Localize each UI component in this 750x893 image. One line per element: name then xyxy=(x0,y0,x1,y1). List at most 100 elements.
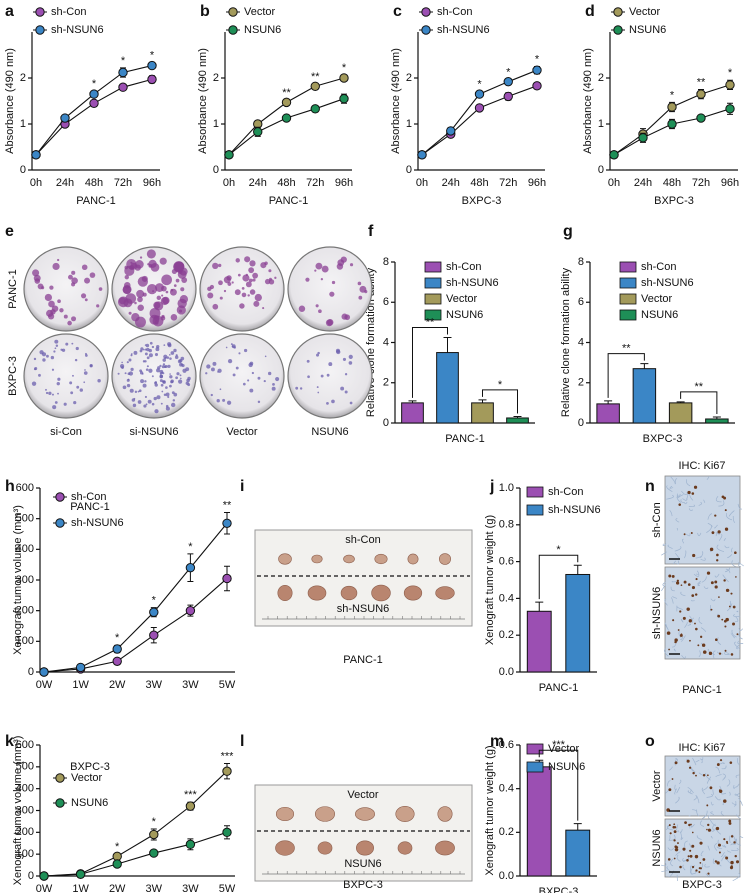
colony xyxy=(159,364,162,368)
significance-label: ** xyxy=(426,316,435,328)
colony xyxy=(131,398,136,402)
photo-label: sh-Con xyxy=(345,534,380,546)
colony xyxy=(74,358,78,362)
x-tick-label: 96h xyxy=(335,177,353,189)
colony xyxy=(128,371,134,376)
tissue-fiber xyxy=(703,499,706,503)
tissue-fiber xyxy=(700,627,707,633)
colony xyxy=(206,364,211,369)
data-point xyxy=(417,150,427,160)
tissue-fiber xyxy=(736,814,742,820)
significance-label: * xyxy=(150,49,155,61)
tissue-fiber xyxy=(716,544,725,552)
colony xyxy=(159,257,167,265)
tissue-fiber xyxy=(661,870,668,872)
x-tick-label: 24h xyxy=(634,177,652,189)
stained-nucleus xyxy=(673,823,676,826)
data-point xyxy=(503,76,513,87)
colony xyxy=(316,353,320,357)
tissue-fiber xyxy=(695,759,700,763)
tissue-fiber xyxy=(680,591,686,597)
y-tick-label: 1 xyxy=(598,118,604,130)
colony xyxy=(314,269,317,272)
colony xyxy=(117,372,120,375)
series-line xyxy=(228,98,345,156)
legend-label: Vector xyxy=(244,6,276,18)
stained-nucleus xyxy=(686,859,689,862)
colony xyxy=(251,371,254,375)
colony xyxy=(57,299,61,304)
data-point xyxy=(75,662,86,673)
colony xyxy=(163,393,167,397)
colony xyxy=(232,373,236,377)
colony xyxy=(349,401,353,405)
stained-nucleus xyxy=(717,843,721,847)
colony xyxy=(227,282,232,286)
stained-nucleus xyxy=(725,588,730,593)
tissue-fiber xyxy=(675,517,680,523)
tissue-fiber xyxy=(710,811,715,815)
tissue-fiber xyxy=(670,858,674,867)
y-tick-label: 1 xyxy=(20,118,26,130)
data-point xyxy=(31,150,41,160)
legend-marker xyxy=(228,7,238,17)
colony xyxy=(234,289,241,296)
colony xyxy=(316,386,319,389)
colony xyxy=(247,294,250,297)
row-label: NSUN6 xyxy=(651,829,663,866)
colony xyxy=(84,277,91,284)
stained-nucleus xyxy=(666,631,671,635)
stained-nucleus xyxy=(724,625,727,628)
stained-nucleus xyxy=(691,492,695,495)
legend-swatch xyxy=(424,293,442,305)
y-tick-label: 0.2 xyxy=(499,826,514,838)
tumor xyxy=(307,585,327,601)
legend-label: sh-NSUN6 xyxy=(548,504,601,516)
stained-nucleus xyxy=(698,871,701,874)
significance-bracket xyxy=(607,353,645,398)
significance-label: ** xyxy=(694,381,703,393)
colony xyxy=(187,376,191,381)
tissue-fiber xyxy=(697,532,702,537)
stained-nucleus xyxy=(672,825,676,829)
stained-nucleus xyxy=(728,821,732,825)
data-point xyxy=(609,150,619,160)
significance-label: * xyxy=(477,79,482,91)
colony xyxy=(63,314,68,319)
colony xyxy=(142,383,147,388)
colony xyxy=(264,278,271,285)
colony xyxy=(70,391,74,395)
error-bar xyxy=(604,400,613,404)
significance-label: ** xyxy=(282,87,291,99)
data-point xyxy=(60,113,70,123)
tissue-fiber xyxy=(672,642,677,648)
y-tick-label: 600 xyxy=(16,482,34,494)
data-point xyxy=(638,133,648,143)
colony xyxy=(129,388,134,393)
colony xyxy=(50,355,55,360)
row-label: PANC-1 xyxy=(7,269,19,309)
colony xyxy=(210,393,213,397)
column-label: NSUN6 xyxy=(311,426,348,438)
data-point xyxy=(118,82,128,92)
legend-marker xyxy=(55,518,65,528)
colony xyxy=(170,314,178,321)
panel-letter: b xyxy=(200,3,210,20)
tissue-fiber xyxy=(731,629,737,638)
colony xyxy=(315,304,319,308)
colony xyxy=(358,295,363,300)
colony xyxy=(134,390,138,394)
colony xyxy=(180,287,185,292)
colony xyxy=(46,354,49,358)
colony xyxy=(315,262,323,270)
tissue-fiber xyxy=(674,788,677,795)
tissue-fiber xyxy=(675,796,680,804)
data-point xyxy=(281,97,292,108)
colony xyxy=(364,290,368,294)
legend-label: sh-NSUN6 xyxy=(437,24,490,36)
colony xyxy=(161,274,172,286)
colony xyxy=(242,382,246,386)
x-axis-label: PANC-1 xyxy=(269,195,309,207)
significance-bracket xyxy=(538,554,579,600)
stained-nucleus xyxy=(699,635,703,638)
